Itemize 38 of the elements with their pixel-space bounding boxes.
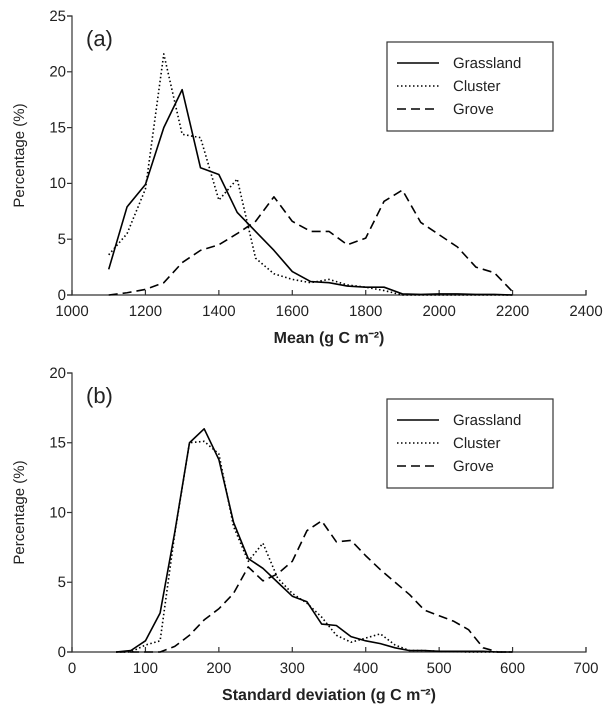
x-tick-label: 1800 [349, 303, 382, 320]
legend-label: Grove [453, 458, 494, 475]
y-tick-label: 0 [58, 286, 66, 304]
legend-label: Grassland [453, 412, 522, 429]
x-axis-title: Standard deviation (g C m⁻²) [222, 687, 436, 704]
y-axis-title: Percentage (%) [11, 103, 28, 208]
annotation: (a) [86, 26, 113, 51]
x-tick-label: 1400 [202, 303, 236, 320]
y-tick-label: 25 [49, 8, 66, 25]
legend-label: Cluster [453, 78, 501, 95]
legend-label: Cluster [453, 435, 501, 452]
x-tick-label: 700 [573, 660, 599, 677]
x-tick-label: 100 [132, 660, 158, 677]
x-tick-label: 1600 [276, 303, 309, 320]
y-tick-label: 20 [49, 364, 66, 382]
y-tick-label: 5 [58, 231, 66, 248]
x-tick-label: 300 [280, 660, 305, 677]
y-tick-label: 10 [49, 504, 66, 522]
y-tick-label: 10 [49, 175, 66, 192]
x-tick-label: 2000 [422, 303, 456, 320]
y-tick-label: 20 [49, 64, 66, 81]
y-tick-label: 5 [58, 574, 66, 592]
legend-label: Grassland [453, 55, 522, 72]
x-tick-label: 1000 [55, 303, 89, 320]
x-tick-label: 200 [206, 660, 232, 677]
y-axis-title: Percentage (%) [11, 460, 28, 565]
x-tick-label: 2200 [496, 303, 530, 320]
y-tick-label: 0 [58, 644, 66, 661]
x-tick-label: 2400 [569, 303, 603, 320]
x-tick-label: 1200 [128, 303, 162, 320]
x-tick-label: 400 [353, 660, 378, 677]
y-tick-label: 15 [49, 434, 66, 452]
annotation: (b) [86, 383, 113, 408]
x-tick-label: 500 [426, 660, 452, 677]
x-axis-title: Mean (g C m⁻²) [274, 330, 384, 347]
legend-label: Grove [453, 101, 494, 118]
y-tick-label: 15 [49, 119, 66, 136]
x-tick-label: 600 [500, 660, 526, 677]
